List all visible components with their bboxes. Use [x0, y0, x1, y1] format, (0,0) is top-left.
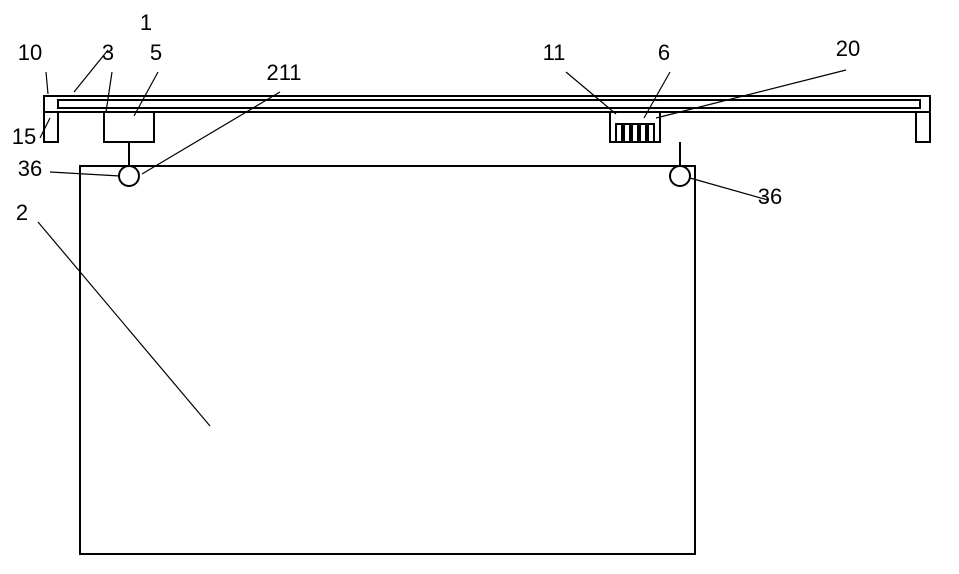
ref-label-5: 5 [150, 40, 162, 65]
ref-label-2: 2 [16, 200, 28, 225]
ref-label-211: 211 [266, 60, 301, 85]
ref-label-15: 15 [12, 124, 36, 149]
ref-label-20: 20 [836, 36, 860, 61]
ref-label-36: 36 [758, 184, 782, 209]
ref-label-3: 3 [102, 40, 114, 65]
ref-label-1: 1 [140, 10, 152, 35]
ref-label-11: 11 [543, 40, 566, 65]
ref-label-6: 6 [658, 40, 670, 65]
ref-label-10: 10 [18, 40, 42, 65]
ref-label-36: 36 [18, 156, 42, 181]
